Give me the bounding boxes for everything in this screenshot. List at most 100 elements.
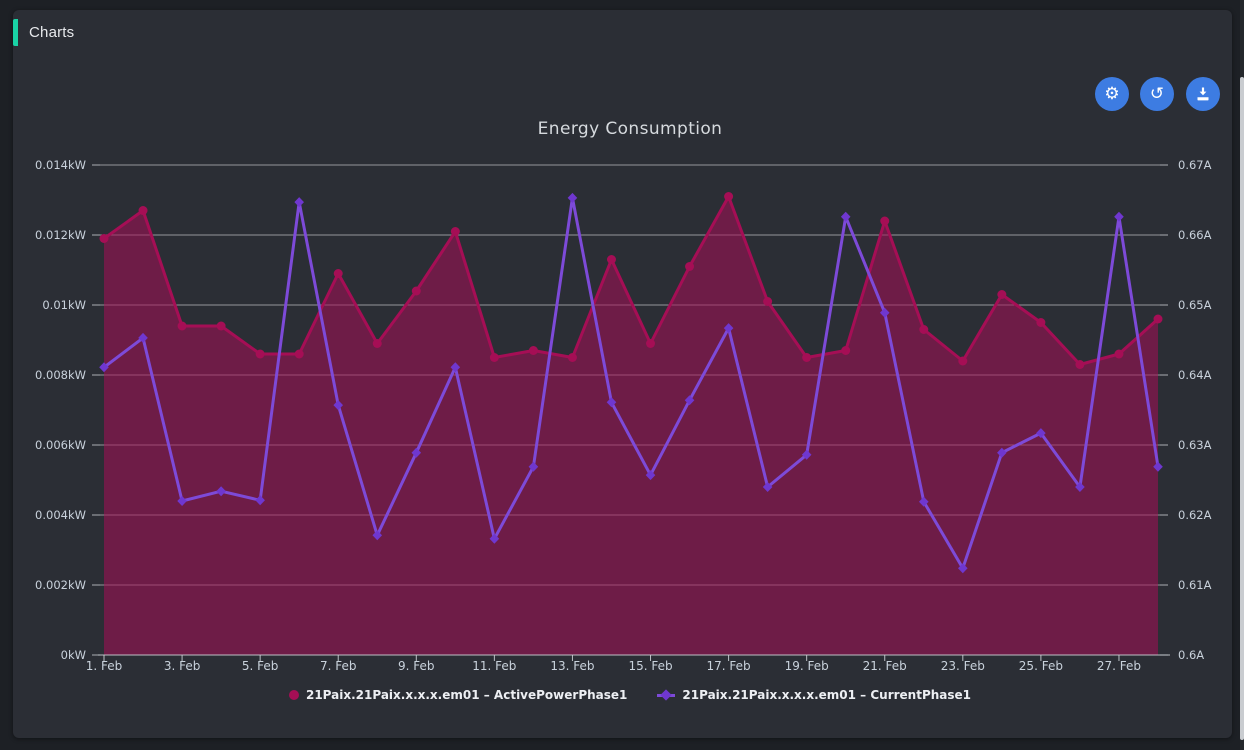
series-marker-diamond-icon xyxy=(657,689,676,701)
current-marker[interactable] xyxy=(372,530,383,541)
y-axis-right-label: 0.61A xyxy=(1178,578,1212,592)
current-marker[interactable] xyxy=(918,496,929,507)
active-power-area[interactable] xyxy=(104,196,1158,656)
active-power-marker[interactable] xyxy=(138,206,148,215)
current-marker[interactable] xyxy=(1075,482,1085,492)
active-power-marker[interactable] xyxy=(333,269,343,278)
current-marker[interactable] xyxy=(645,470,656,481)
current-marker[interactable] xyxy=(411,447,422,458)
active-power-marker[interactable] xyxy=(216,321,226,331)
current-line[interactable] xyxy=(102,196,1160,570)
active-power-marker[interactable] xyxy=(1036,318,1046,327)
y-axis-right-label: 0.62A xyxy=(1178,508,1212,522)
reset-icon: ↺ xyxy=(1149,83,1165,104)
series-marker-circle-icon xyxy=(288,690,299,700)
current-marker[interactable] xyxy=(762,482,773,492)
active-power-marker[interactable] xyxy=(177,321,187,331)
active-power-marker[interactable] xyxy=(958,356,968,366)
active-power-marker[interactable] xyxy=(646,339,656,348)
y-axis-left-label: 0.004kW xyxy=(35,508,86,522)
current-marker[interactable] xyxy=(1153,461,1163,472)
current-marker[interactable] xyxy=(840,211,851,222)
legend-item-active-power[interactable]: 21Paix.21Paix.x.x.x.em01 – ActivePowerPh… xyxy=(288,688,628,702)
current-marker[interactable] xyxy=(99,362,109,373)
active-power-marker[interactable] xyxy=(1114,349,1124,359)
current-marker[interactable] xyxy=(333,400,344,411)
scrollbar-thumb[interactable] xyxy=(1240,77,1244,740)
legend-label: 21Paix.21Paix.x.x.x.em01 – CurrentPhase1 xyxy=(682,688,972,702)
x-tick-label: 27. Feb xyxy=(1097,659,1141,673)
active-power-marker[interactable] xyxy=(997,290,1007,299)
current-marker[interactable] xyxy=(294,197,304,208)
active-power-marker[interactable] xyxy=(567,353,577,362)
current-marker[interactable] xyxy=(255,495,265,506)
active-power-marker[interactable] xyxy=(724,192,734,201)
y-axis-right-label: 0.63A xyxy=(1178,438,1212,452)
page-title: Charts xyxy=(29,24,75,41)
x-tick-label: 1. Feb xyxy=(86,659,123,673)
x-tick-label: 11. Feb xyxy=(472,659,516,673)
settings-button[interactable]: ⚙ xyxy=(1095,77,1129,111)
active-power-marker[interactable] xyxy=(294,349,304,359)
y-axis-left-label: 0.01kW xyxy=(42,298,86,312)
current-marker[interactable] xyxy=(1036,428,1046,439)
active-power-marker[interactable] xyxy=(255,349,265,359)
active-power-marker[interactable] xyxy=(489,353,499,362)
y-axis-right-label: 0.6A xyxy=(1178,648,1204,662)
download-button[interactable] xyxy=(1186,77,1220,111)
y-axis-left-label: 0.002kW xyxy=(35,578,86,592)
y-axis-left-label: 0.014kW xyxy=(35,158,86,172)
active-power-marker[interactable] xyxy=(841,346,851,355)
active-power-marker[interactable] xyxy=(1153,314,1163,324)
current-marker[interactable] xyxy=(997,447,1007,458)
y-axis-right-label: 0.67A xyxy=(1178,158,1212,172)
legend-item-current[interactable]: 21Paix.21Paix.x.x.x.em01 – CurrentPhase1 xyxy=(657,688,971,702)
current-marker[interactable] xyxy=(567,192,578,203)
x-tick-label: 17. Feb xyxy=(707,659,751,673)
current-marker[interactable] xyxy=(723,323,734,334)
current-marker[interactable] xyxy=(606,397,617,408)
y-axis-right-label: 0.66A xyxy=(1178,228,1212,242)
x-tick-label: 25. Feb xyxy=(1019,659,1063,673)
current-marker[interactable] xyxy=(1114,211,1124,222)
current-marker[interactable] xyxy=(684,395,695,406)
x-tick-label: 19. Feb xyxy=(785,659,829,673)
active-power-marker[interactable] xyxy=(606,255,616,264)
active-power-marker[interactable] xyxy=(528,346,538,355)
active-power-marker[interactable] xyxy=(1075,360,1085,369)
active-power-marker[interactable] xyxy=(372,339,382,348)
current-marker[interactable] xyxy=(216,486,226,497)
x-tick-label: 5. Feb xyxy=(242,659,279,673)
chart-toolbar: ⚙ ↺ xyxy=(1095,77,1225,111)
panel-accent-bar xyxy=(13,19,18,46)
current-marker[interactable] xyxy=(528,461,539,472)
gear-icon: ⚙ xyxy=(1104,83,1120,104)
y-axis-left-label: 0.008kW xyxy=(35,368,86,382)
active-power-marker[interactable] xyxy=(802,353,812,362)
current-marker[interactable] xyxy=(801,449,812,460)
scrollbar-track[interactable] xyxy=(1240,0,1244,750)
x-tick-label: 21. Feb xyxy=(863,659,907,673)
current-marker[interactable] xyxy=(879,307,890,318)
reset-zoom-button[interactable]: ↺ xyxy=(1140,77,1174,111)
active-power-marker[interactable] xyxy=(685,262,695,271)
active-power-marker[interactable] xyxy=(450,227,460,236)
x-tick-label: 13. Feb xyxy=(550,659,594,673)
current-marker[interactable] xyxy=(138,332,148,343)
active-power-marker[interactable] xyxy=(919,325,929,334)
current-marker[interactable] xyxy=(958,563,968,574)
active-power-marker[interactable] xyxy=(99,234,109,243)
chart-legend: 21Paix.21Paix.x.x.x.em01 – ActivePowerPh… xyxy=(100,688,1160,702)
y-axis-right-label: 0.64A xyxy=(1178,368,1212,382)
active-power-marker[interactable] xyxy=(411,286,421,296)
legend-label: 21Paix.21Paix.x.x.x.em01 – ActivePowerPh… xyxy=(305,688,628,702)
active-power-marker[interactable] xyxy=(763,297,773,306)
current-marker[interactable] xyxy=(450,362,461,373)
x-tick-label: 9. Feb xyxy=(398,659,435,673)
x-tick-label: 3. Feb xyxy=(164,659,201,673)
current-marker[interactable] xyxy=(489,533,500,544)
current-marker[interactable] xyxy=(177,496,187,506)
x-tick-label: 15. Feb xyxy=(628,659,672,673)
active-power-marker[interactable] xyxy=(880,216,890,226)
